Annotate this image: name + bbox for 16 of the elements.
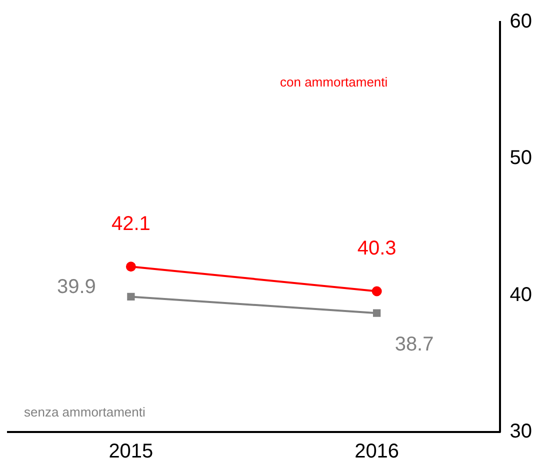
point [372,309,381,317]
point [127,292,135,301]
text: senza ammortamenti [24,404,146,420]
point [126,262,136,272]
data-label: 39.9 [57,276,96,298]
point [372,286,382,296]
y-tick-label: 60 [510,10,532,33]
y-tick-label: 40 [510,284,532,306]
text: con ammortamenti [280,74,388,90]
x-tick-label: 2015 [108,440,154,463]
y-tick-label: 50 [510,147,532,170]
data-label: 40.3 [357,238,396,260]
data-label: 38.7 [394,334,434,356]
x-tick-label: 2016 [354,440,400,463]
y-tick-label: 30 [510,420,532,443]
data-label: 42.1 [111,213,150,236]
